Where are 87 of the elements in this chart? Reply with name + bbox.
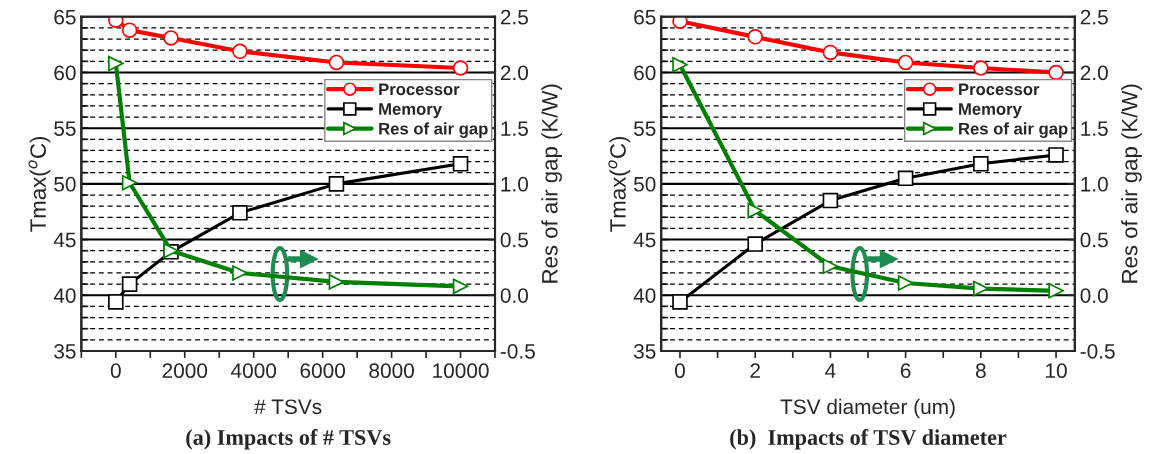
y2-tick-label: 0.5	[500, 232, 528, 248]
y-axis-title: Tmax($^{o}$C)	[28, 136, 51, 232]
y-tick-label: 55	[633, 121, 656, 136]
x-tick-label: 2000	[162, 363, 208, 379]
point	[1048, 64, 1064, 81]
x-tick-label: 4	[825, 363, 836, 378]
x-tick-label: 10	[1046, 363, 1067, 379]
y-tick-label: 40	[53, 288, 76, 304]
x-tick-label: 2	[750, 363, 760, 378]
x-tick-label: 6000	[300, 363, 346, 379]
y-tick-label: 55	[54, 121, 76, 136]
y2-tick-label: 2.0	[1080, 65, 1108, 81]
point	[452, 60, 469, 76]
text: (a) Impacts of # TSVs	[186, 429, 391, 450]
point	[672, 16, 688, 30]
point	[897, 275, 914, 291]
point	[822, 192, 839, 209]
legend-label: Memory	[959, 103, 1022, 119]
point	[973, 156, 989, 172]
point	[672, 56, 688, 73]
x-axis-title: TSV diameter (um)	[780, 398, 955, 419]
y2-tick-label: 1.5	[501, 121, 528, 136]
text: (b) Impacts of TSV diameter	[730, 429, 1007, 450]
legend-label: Processor	[959, 83, 1040, 96]
point	[328, 54, 345, 71]
legend-label: Res of air gap	[379, 122, 488, 138]
y-axis-title: Tmax($^{o}$C)	[608, 136, 631, 232]
y2-tick-label: 2.5	[1080, 9, 1108, 25]
point	[108, 16, 124, 28]
y2-tick-label: 1.0	[501, 176, 529, 192]
point	[747, 29, 763, 45]
point	[1048, 147, 1064, 163]
y-tick-label: 60	[634, 65, 656, 81]
point	[108, 55, 124, 72]
point	[163, 30, 179, 46]
y-tick-label: 45	[633, 232, 656, 248]
point	[452, 156, 469, 172]
point	[897, 170, 914, 187]
point	[452, 278, 469, 295]
y-tick-label: 60	[54, 65, 76, 81]
y2-tick-label: 0.5	[1080, 232, 1108, 248]
y-tick-label: 45	[53, 232, 76, 248]
y2-axis-title: Res of air gap (K/W)	[541, 84, 563, 283]
point	[121, 276, 138, 292]
point	[747, 202, 763, 219]
point	[232, 43, 248, 60]
y2-tick-label: 1.5	[1081, 121, 1108, 136]
x-tick-label: 4000	[231, 363, 277, 379]
point	[822, 258, 839, 275]
point	[232, 265, 248, 281]
point	[121, 22, 138, 38]
point	[108, 294, 124, 310]
point	[672, 294, 688, 310]
y-tick-label: 65	[54, 9, 76, 25]
x-tick-label: 6	[900, 363, 911, 379]
y2-tick-label: -0.5	[500, 343, 535, 359]
x-tick-label: 8	[975, 363, 986, 379]
x-tick-label: 0	[110, 363, 121, 379]
point	[232, 205, 248, 221]
y-tick-label: 40	[633, 288, 656, 304]
y-tick-label: 65	[634, 9, 656, 25]
y-tick-label: 50	[633, 176, 656, 192]
y2-tick-label: 2.5	[500, 9, 528, 25]
x-tick-label: 8000	[369, 363, 414, 379]
point	[747, 236, 763, 252]
x-tick-label: 0	[675, 363, 685, 379]
legend-label: Processor	[379, 83, 460, 96]
y2-tick-label: 2.0	[500, 65, 529, 81]
point	[973, 280, 989, 297]
y-tick-label: 50	[54, 176, 76, 192]
x-axis-title: # TSVs	[254, 399, 322, 415]
point	[822, 44, 839, 61]
legend-label: Res of air gap	[959, 122, 1068, 138]
point	[1048, 283, 1064, 299]
point	[328, 176, 345, 192]
point	[973, 60, 989, 76]
y2-axis-title: Res of air gap (K/W)	[1121, 84, 1142, 283]
y2-tick-label: 0.0	[500, 288, 529, 304]
point	[121, 174, 138, 191]
point	[897, 54, 914, 71]
y2-tick-label: 0.0	[1080, 288, 1108, 304]
y-tick-label: 35	[633, 343, 656, 359]
y-tick-label: 35	[54, 343, 76, 359]
legend-label: Memory	[379, 103, 442, 119]
x-tick-label: 10000	[433, 363, 489, 379]
y2-tick-label: 1.0	[1081, 176, 1108, 192]
y2-tick-label: -0.5	[1080, 343, 1115, 359]
